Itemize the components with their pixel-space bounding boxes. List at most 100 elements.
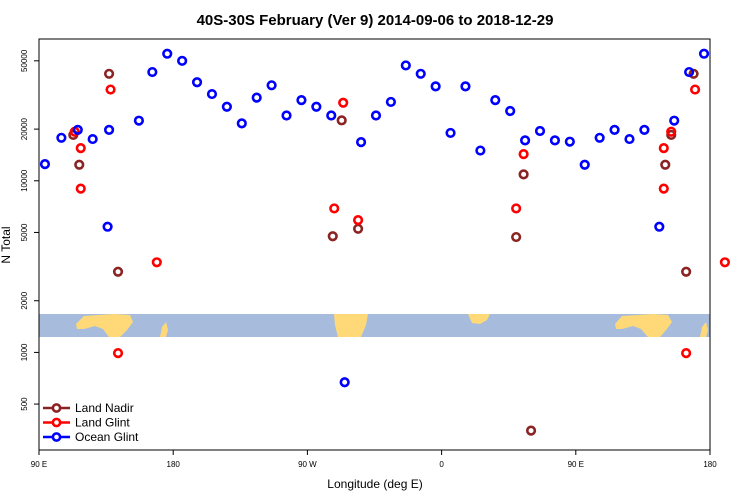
land-africa xyxy=(468,314,490,324)
data-point xyxy=(336,115,347,126)
plot-area xyxy=(38,38,711,451)
data-point xyxy=(520,135,531,146)
data-point xyxy=(329,203,340,214)
data-point xyxy=(251,92,262,103)
x-tick-label: 180 xyxy=(703,460,717,469)
data-point xyxy=(385,96,397,108)
land-australia-repeat xyxy=(615,314,672,337)
data-points xyxy=(39,48,731,436)
legend-item: Land Nadir xyxy=(43,401,134,415)
data-point xyxy=(460,81,471,92)
data-point xyxy=(151,257,162,268)
data-point xyxy=(660,159,671,170)
x-axis: 90 E 180 90 W 0 90 E 180 xyxy=(31,450,717,469)
data-point xyxy=(511,231,522,243)
y-tick-label: 1000 xyxy=(20,343,29,361)
data-point xyxy=(549,135,561,146)
data-point xyxy=(311,101,322,112)
data-point xyxy=(518,169,529,180)
data-point xyxy=(236,118,247,129)
data-point xyxy=(518,149,529,160)
x-tick-label: 180 xyxy=(167,460,181,469)
data-point xyxy=(400,60,411,71)
data-point xyxy=(511,203,522,214)
data-point xyxy=(681,266,692,277)
data-point xyxy=(681,348,692,359)
data-point xyxy=(505,105,516,117)
data-point xyxy=(177,55,188,66)
data-point xyxy=(639,124,650,135)
y-tick-label: 10000 xyxy=(20,169,29,192)
data-point xyxy=(87,133,98,145)
legend-marker xyxy=(51,432,62,442)
data-point xyxy=(147,66,158,78)
world-map-strip xyxy=(39,314,710,337)
data-point xyxy=(103,124,115,135)
data-point xyxy=(370,110,382,121)
data-point xyxy=(355,137,367,148)
legend-marker xyxy=(51,417,62,428)
data-point xyxy=(445,127,456,139)
data-point xyxy=(326,110,337,121)
data-point xyxy=(74,159,85,170)
data-point xyxy=(490,95,501,106)
data-point xyxy=(624,133,635,145)
data-point xyxy=(162,48,173,59)
y-tick-label: 20000 xyxy=(20,117,29,140)
x-axis-label: Longitude (deg E) xyxy=(327,477,422,491)
y-tick-label: 2000 xyxy=(20,291,29,309)
data-point xyxy=(339,377,350,388)
land-south-america xyxy=(334,314,368,337)
series-ocean-glint xyxy=(39,48,710,388)
legend-label: Land Glint xyxy=(75,416,130,430)
data-point xyxy=(475,145,486,156)
data-point xyxy=(658,143,669,154)
data-point xyxy=(72,124,83,135)
data-point xyxy=(281,110,292,121)
data-point xyxy=(352,215,364,226)
data-point xyxy=(689,84,701,95)
data-point xyxy=(684,66,695,78)
data-point xyxy=(112,348,124,359)
series-land-nadir xyxy=(68,68,699,436)
land-new-zealand-repeat xyxy=(700,322,708,337)
data-point xyxy=(296,95,307,106)
data-point xyxy=(75,143,86,154)
data-point xyxy=(658,183,669,194)
data-point xyxy=(719,257,731,268)
chart-title: 40S-30S February (Ver 9) 2014-09-06 to 2… xyxy=(197,12,554,29)
data-point xyxy=(666,126,677,137)
data-point xyxy=(415,68,426,79)
data-point xyxy=(191,77,203,88)
data-point xyxy=(534,125,546,137)
data-point xyxy=(102,221,113,232)
y-tick-label: 500 xyxy=(20,397,29,411)
land-australia xyxy=(76,314,133,337)
data-point xyxy=(75,183,86,194)
data-point xyxy=(338,97,349,108)
y-tick-label: 5000 xyxy=(20,223,29,241)
data-point xyxy=(105,84,116,95)
data-point xyxy=(56,132,67,143)
data-point xyxy=(327,231,338,242)
legend-label: Ocean Glint xyxy=(75,430,139,444)
data-point xyxy=(698,48,710,59)
data-point xyxy=(430,81,441,92)
land-new-zealand xyxy=(160,322,168,337)
x-tick-label: 90 W xyxy=(298,460,317,469)
data-point xyxy=(221,101,232,112)
legend-label: Land Nadir xyxy=(75,401,134,415)
y-axis: 500 1000 2000 5000 10000 20000 50000 xyxy=(20,49,39,411)
data-point xyxy=(654,221,665,232)
data-point xyxy=(133,115,145,126)
data-point xyxy=(564,136,575,147)
y-tick-label: 50000 xyxy=(20,49,29,72)
data-point xyxy=(266,80,277,91)
x-tick-label: 0 xyxy=(439,460,444,469)
data-point xyxy=(579,159,590,170)
data-point xyxy=(669,115,680,126)
legend-marker xyxy=(51,403,62,413)
legend-item: Land Glint xyxy=(43,416,130,430)
